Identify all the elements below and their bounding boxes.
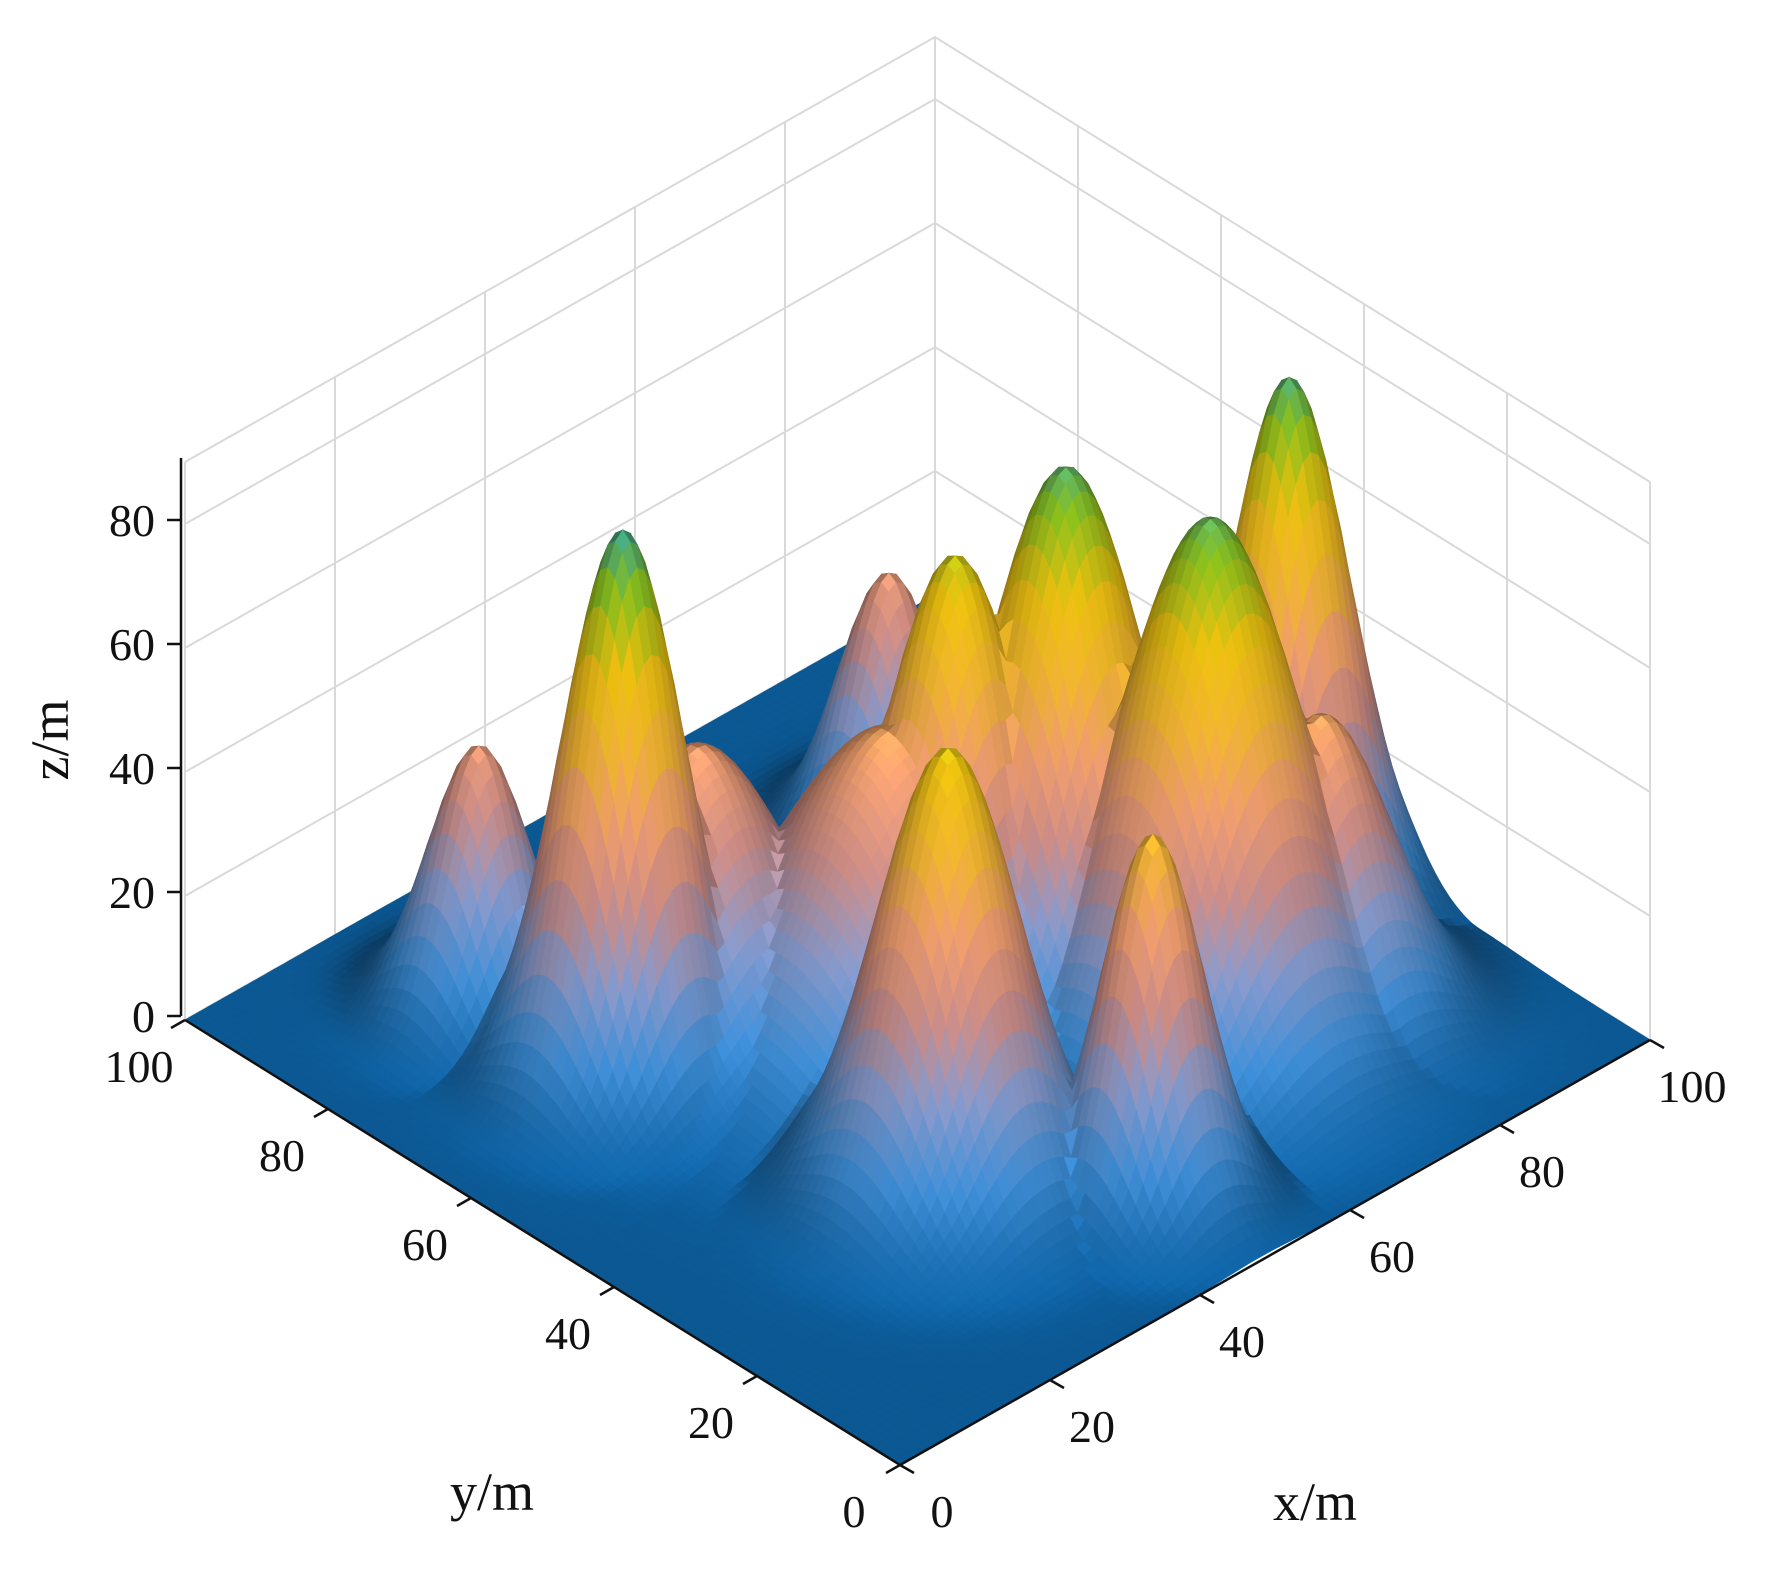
grid-line-z bbox=[184, 469, 1651, 917]
grid-line-z bbox=[184, 97, 1651, 545]
grid-line-z bbox=[184, 221, 1651, 669]
grid-line-z bbox=[184, 345, 1651, 793]
grid-line-z bbox=[184, 35, 1651, 483]
surface bbox=[184, 376, 1651, 1466]
